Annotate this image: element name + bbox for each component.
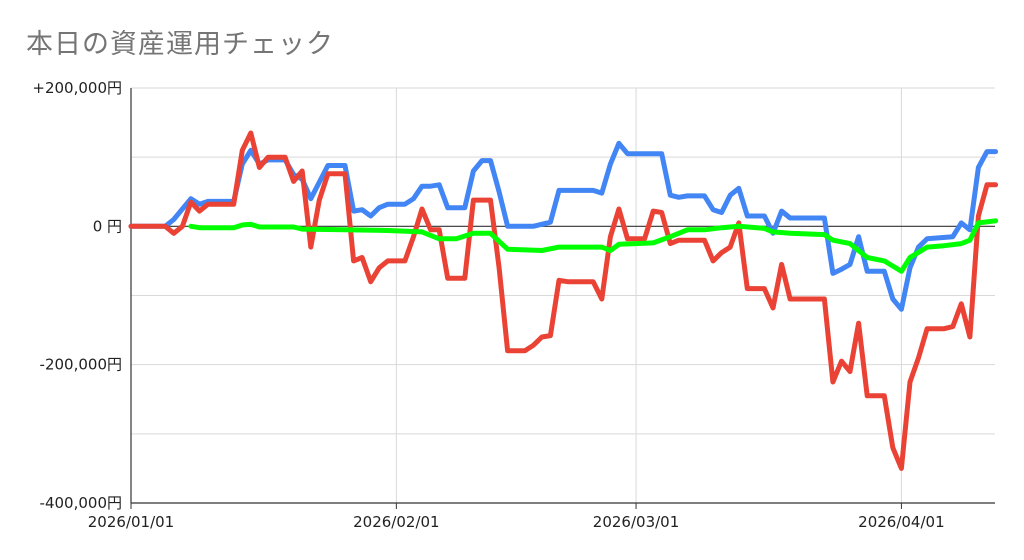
x-tick-label: 2026/03/01 <box>593 513 679 531</box>
y-tick-label: 0 円 <box>93 217 122 235</box>
series-lines <box>128 130 999 471</box>
x-tick-label: 2026/04/01 <box>858 513 944 531</box>
y-tick-label: -200,000円 <box>40 356 122 374</box>
x-axis-tick-labels: 2026/01/01 2026/02/01 2026/03/01 2026/04/01 <box>88 513 945 531</box>
y-tick-label: +200,000円 <box>32 79 122 97</box>
y-tick-label: -400,000円 <box>40 494 122 512</box>
grid-lines <box>131 87 995 504</box>
x-tick-label: 2026/01/01 <box>88 513 174 531</box>
series-line-3 <box>188 218 999 274</box>
chart-title: 本日の資産運用チェック <box>26 29 334 60</box>
series-line-1 <box>128 140 999 312</box>
series-line-2 <box>128 130 999 471</box>
x-tick-label: 2026/02/01 <box>353 513 439 531</box>
chart-axes <box>130 88 995 509</box>
y-axis-tick-labels: +200,000円 0 円 -200,000円 -400,000円 <box>32 79 122 512</box>
